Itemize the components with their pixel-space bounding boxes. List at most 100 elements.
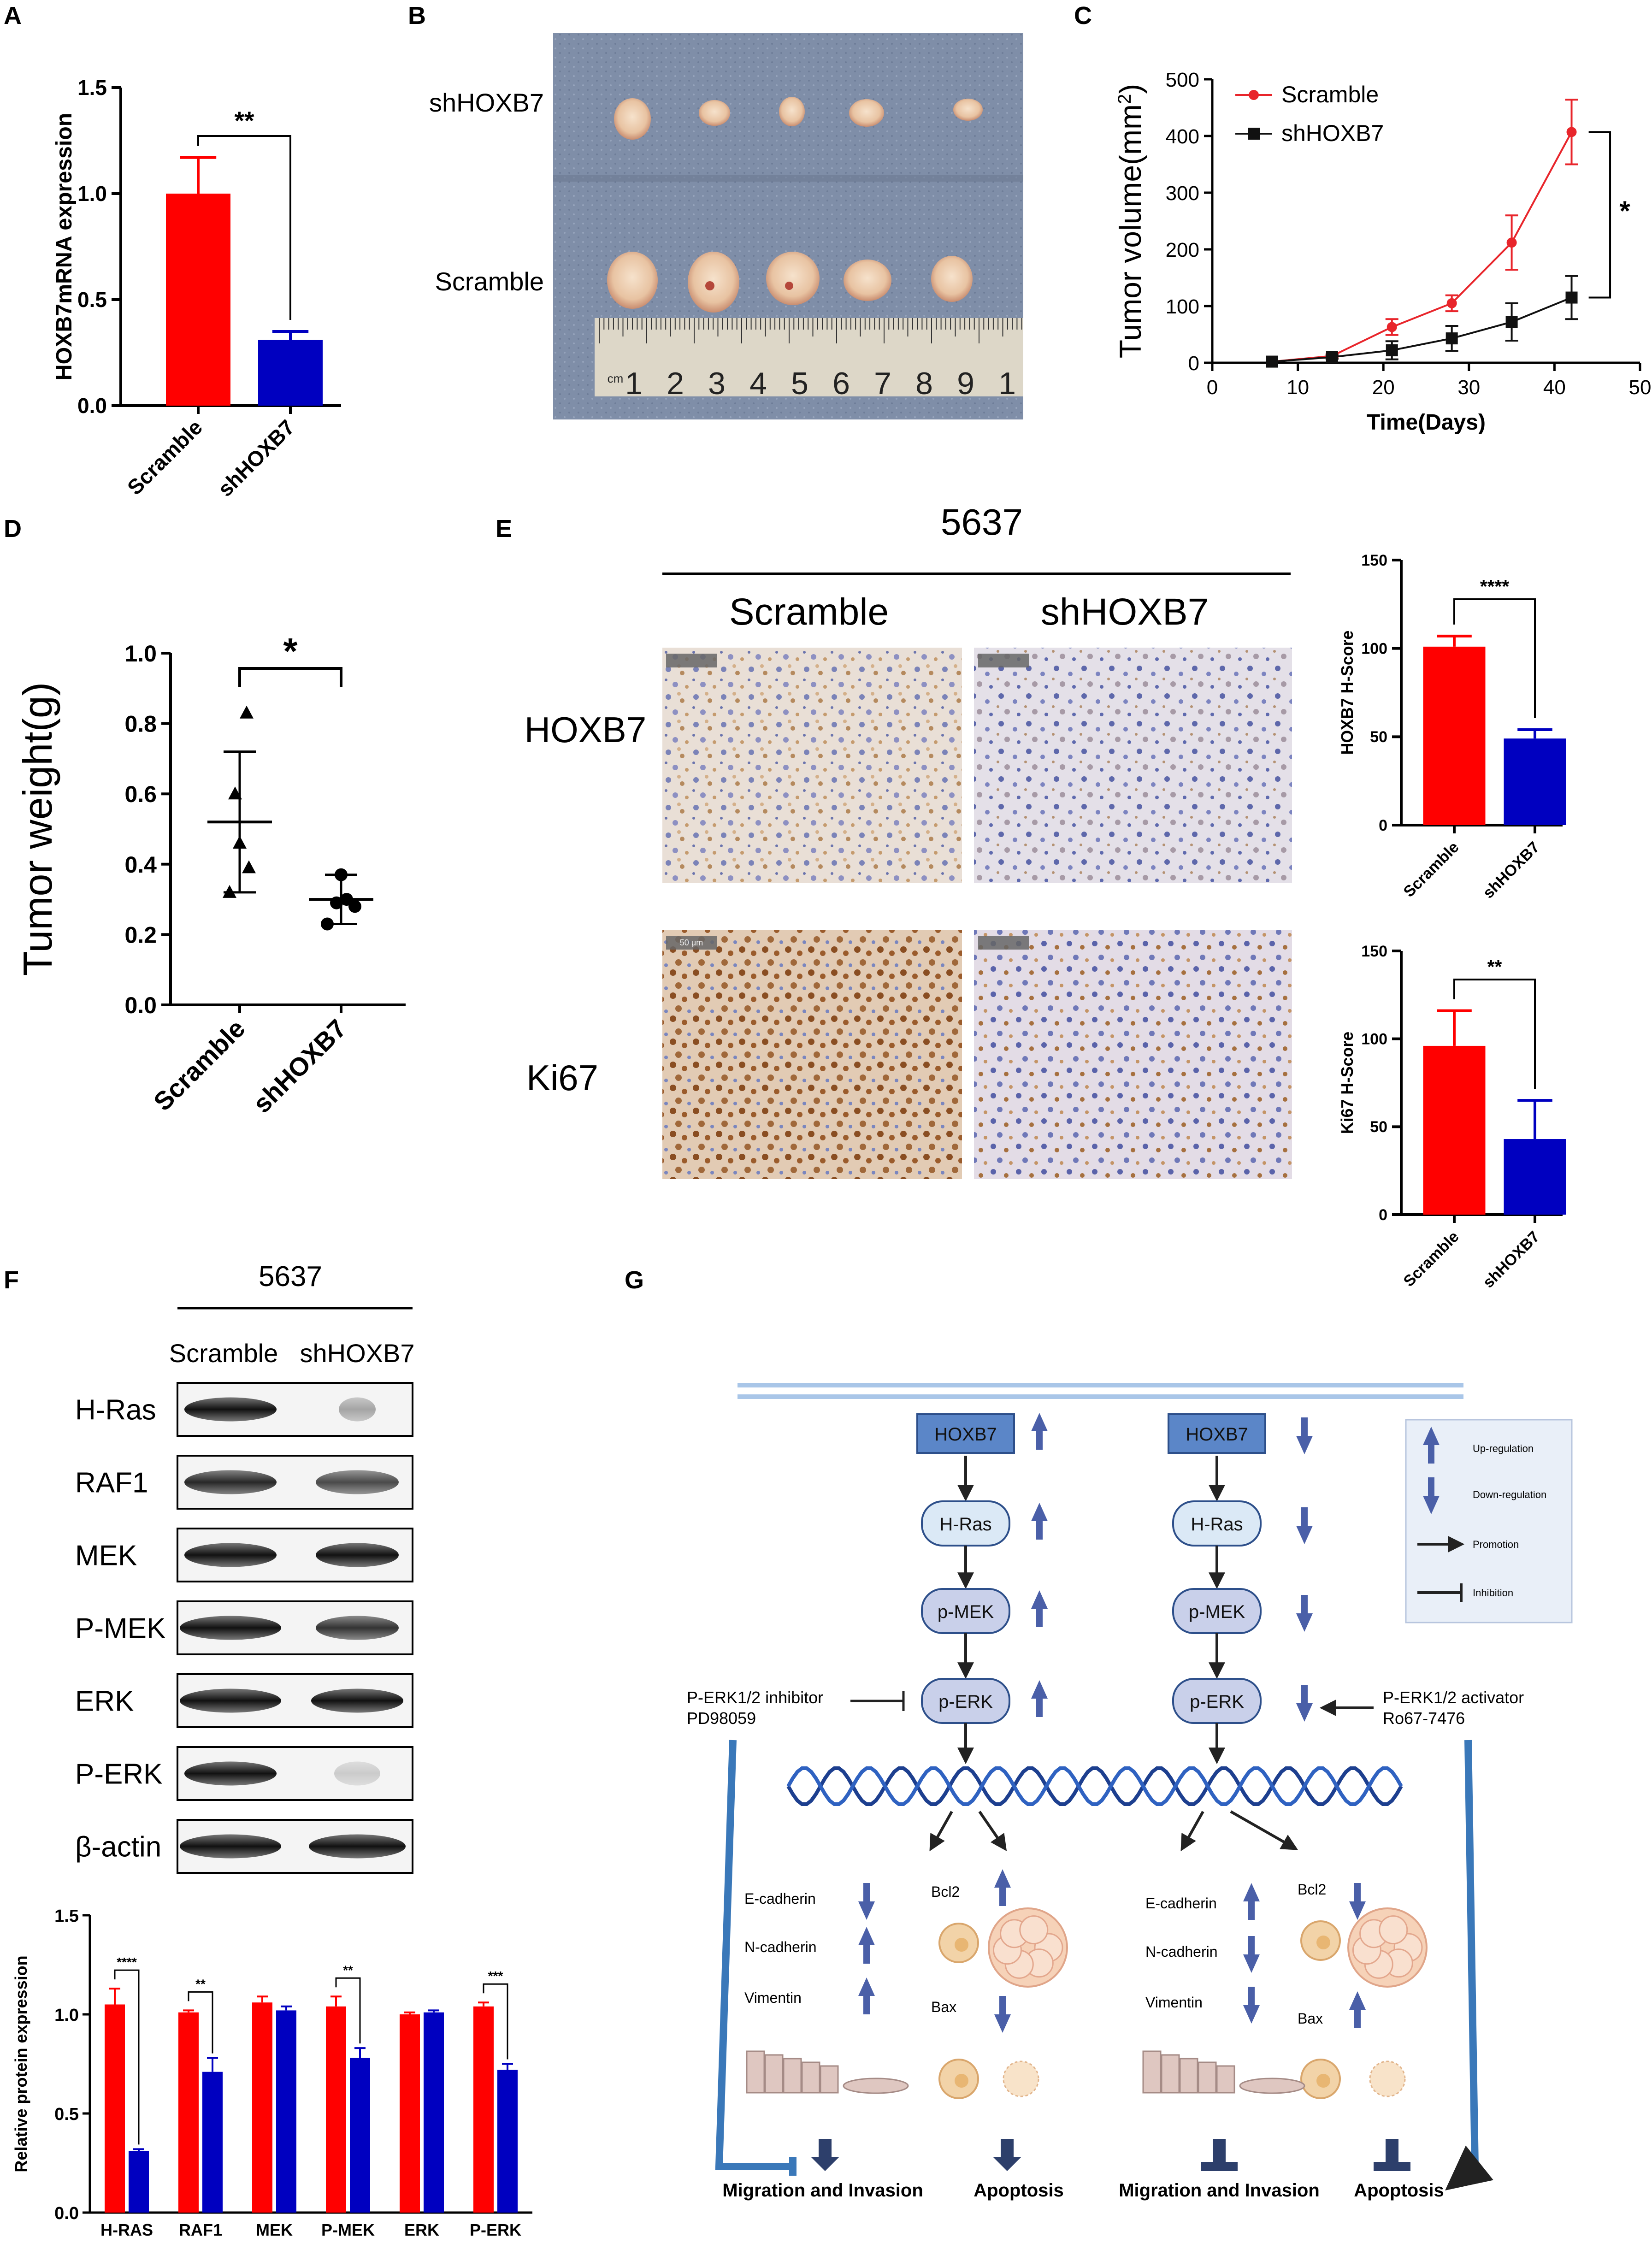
col-label-shhoxb7: shHOXB7 [1041, 591, 1209, 633]
data-point-shHOXB7 [1565, 291, 1578, 304]
outcome-label: Apoptosis [1354, 2180, 1444, 2201]
marker-label: Bcl2 [931, 1883, 960, 1900]
y-tick-label: 0 [1188, 352, 1199, 375]
ihc-image-ki67-shhoxb7 [974, 930, 1292, 1179]
x-tick-label: 30 [1457, 376, 1480, 399]
activator-label: P-ERK1/2 activator [1383, 1688, 1524, 1707]
y-tick-label: 100 [1166, 295, 1199, 318]
down-regulation-arrow [1296, 1595, 1313, 1632]
significance-label: ** [195, 1977, 206, 1991]
y-tick-label: 0.5 [54, 2105, 79, 2124]
y-tick-label: 0.8 [124, 711, 157, 737]
y-axis-label: HOXB7mRNA expression [52, 113, 77, 381]
ihc-panel: 5637 Scramble shHOXB7 HOXB7 Ki67 50 μm [525, 502, 1292, 1179]
cell-nucleus [955, 1938, 968, 1952]
y-tick-label: 150 [1361, 943, 1387, 960]
down-regulation-arrow [1296, 1417, 1313, 1454]
significance-label: *** [488, 1969, 503, 1983]
down-regulation-arrow [1296, 1507, 1313, 1544]
marker-label: Vimentin [744, 1989, 802, 2006]
ihc-image-hoxb7-scramble [662, 648, 962, 883]
bar-shHOXB7-P-ERK [497, 2070, 518, 2213]
blot-band [311, 1688, 403, 1713]
bar-shHOXB7-MEK [276, 2010, 296, 2213]
panel-label-f: F [4, 1266, 19, 1294]
x-tick-label: shHOXB7 [1480, 1228, 1543, 1292]
ruler-label: 7 [874, 366, 891, 401]
western-blots: 5637 Scramble shHOXB7 H-Ras RAF1 MEK P-MEK E… [75, 1261, 415, 1874]
epithelial-cell [1198, 2061, 1217, 2094]
marker-label: E-cadherin [744, 1890, 816, 1907]
epithelial-cell [1216, 2065, 1235, 2094]
y-tick-label: 0.4 [124, 852, 157, 878]
x-tick-label: 0 [1207, 376, 1218, 399]
y-tick-label: 0.0 [54, 2204, 79, 2223]
up-regulation-arrow [1243, 1883, 1260, 1920]
y-tick-label: 1.5 [54, 1907, 79, 1926]
marker-label: N-cadherin [744, 1939, 817, 1955]
x-tick-label: Scramble [1400, 1228, 1463, 1290]
significance-label: * [1619, 195, 1630, 226]
series-line-shHOXB7 [1272, 296, 1572, 363]
outcome-inhibition [1386, 2139, 1398, 2162]
node-label-H-Ras: H-Ras [939, 1514, 991, 1535]
outcome-inhibition [1213, 2139, 1226, 2162]
y-tick-label: 50 [1370, 728, 1387, 746]
blot-label-RAF1: RAF1 [75, 1467, 148, 1499]
ihc-image-ki67-scramble [662, 930, 962, 1179]
series-line-Scramble [1272, 131, 1573, 363]
ruler-label: 1 [998, 366, 1016, 401]
bar-Scramble-ERK [400, 2014, 420, 2213]
significance-bracket [197, 135, 291, 320]
outcome-arrow [811, 2139, 839, 2171]
ihc-image-hoxb7-shhoxb7 [974, 648, 1292, 883]
side-promotion-path [1445, 1740, 1493, 2190]
dna-strand [786, 1766, 1403, 1806]
y-tick-label: 300 [1166, 182, 1199, 205]
significance-bracket [1453, 598, 1536, 718]
node-label-p-ERK: p-ERK [1190, 1692, 1244, 1712]
y-axis-label: Relative protein expression [12, 1955, 30, 2172]
blot-band [316, 1543, 399, 1567]
chart-e-hoxb7: 0 50 100 150 Scramble shHOXB7 **** HOXB7 H-Scor… [1338, 552, 1566, 902]
data-point-shHOXB7 [1446, 332, 1458, 345]
outcome-arrow [993, 2139, 1021, 2171]
tumor-photo: cm 1 2 3 4 5 6 7 8 9 1 shHOXB7 Scramble [429, 33, 1023, 419]
blot-col-scramble: Scramble [169, 1339, 278, 1368]
down-regulation-arrow [858, 1883, 875, 1920]
x-tick-label: 20 [1372, 376, 1395, 399]
mesenchymal-cell [843, 2078, 909, 2094]
node-box [916, 1413, 1015, 1454]
y-tick-label: 0.0 [77, 394, 107, 418]
up-regulation-arrow [1031, 1413, 1048, 1450]
significance-bracket [1588, 131, 1611, 299]
bar-Scramble [1423, 1045, 1486, 1215]
y-tick-label: 0.5 [77, 288, 107, 312]
blot-band [309, 1834, 406, 1859]
down-regulation-arrow [1243, 1987, 1260, 2024]
bar-Scramble-P-ERK [473, 2006, 494, 2213]
outcome-inhibition-bar [1201, 2162, 1238, 2171]
y-tick-label: 400 [1166, 125, 1199, 148]
x-tick-label: 40 [1543, 376, 1566, 399]
marker-label: Bax [931, 1999, 956, 2015]
chart-c: 0 100 200 300 400 500 0 10 20 30 40 50 Time(Days) Tum… [1113, 69, 1651, 435]
node-label-p-MEK: p-MEK [938, 1602, 994, 1622]
node-label-HOXB7: HOXB7 [934, 1424, 997, 1445]
up-regulation-arrow [994, 1869, 1011, 1906]
significance-label: **** [117, 1955, 137, 1969]
data-point-shHOXB7 [1386, 344, 1398, 356]
blot-band [184, 1543, 277, 1567]
epithelial-cell [783, 2058, 802, 2094]
panel-label-b: B [408, 2, 426, 30]
bar-Scramble-MEK [252, 2002, 272, 2213]
data-point-shHOXB7 [1326, 351, 1338, 363]
data-point-Scramble [1506, 237, 1517, 248]
scale-bars [666, 654, 1029, 950]
down-regulation-arrow [994, 1996, 1011, 2033]
blot-band [316, 1616, 399, 1640]
epithelial-cell [764, 2054, 784, 2094]
node-label-HOXB7: HOXB7 [1186, 1424, 1248, 1445]
panel-label-d: D [4, 515, 22, 543]
